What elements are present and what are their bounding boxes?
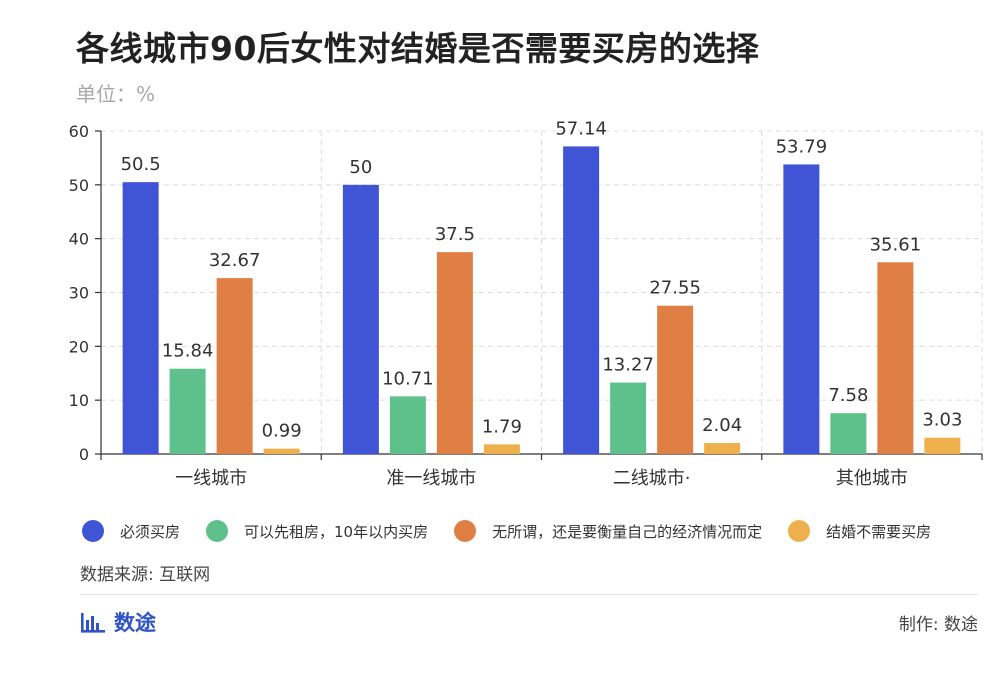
- bar: [389, 396, 426, 454]
- data-label: 57.14: [555, 118, 607, 139]
- legend-label: 必须买房: [120, 522, 181, 541]
- data-label: 53.79: [776, 136, 828, 157]
- bar: [436, 252, 473, 454]
- x-tick-label: 二线城市·: [613, 468, 691, 489]
- y-tick-label: 50: [69, 176, 89, 195]
- legend-marker-0: [82, 520, 104, 542]
- bar: [122, 182, 159, 454]
- bar-chart: 0 10 20 30 40 50 60 50.5 15.84 32.67 0.99 一线城市 50 10.…: [69, 118, 983, 489]
- data-label: 37.5: [435, 224, 475, 245]
- bar: [704, 443, 741, 454]
- bar: [216, 278, 253, 454]
- bar-chart-icon: [81, 613, 105, 633]
- y-tick-label: 60: [69, 122, 89, 141]
- legend-item[interactable]: 无所谓，还是要衡量自己的经济情况而定: [454, 520, 762, 542]
- data-label: 7.58: [828, 385, 868, 406]
- legend-marker-2: [454, 520, 477, 542]
- maker-credit: 制作: 数途: [898, 615, 978, 635]
- data-label: 0.99: [262, 421, 302, 442]
- data-label: 50.5: [121, 154, 161, 175]
- x-tick-label: 其他城市: [836, 468, 908, 489]
- bar: [263, 448, 300, 454]
- legend-label: 结婚不需要买房: [826, 522, 932, 541]
- data-label: 10.71: [382, 368, 434, 389]
- data-label: 50: [349, 157, 372, 178]
- legend-marker-3: [788, 520, 811, 542]
- data-label: 2.04: [702, 415, 742, 436]
- data-source: 数据来源: 互联网: [80, 565, 211, 585]
- bar: [610, 382, 647, 454]
- y-tick-label: 30: [69, 284, 89, 303]
- y-tick-label: 40: [69, 230, 89, 249]
- unit-label: 单位：%: [76, 82, 156, 106]
- y-tick-label: 10: [69, 391, 89, 410]
- legend: 必须买房 可以先租房，10年以内买房 无所谓，还是要衡量自己的经济情况而定 结婚…: [82, 520, 957, 542]
- legend-item[interactable]: 必须买房: [82, 520, 180, 542]
- bar: [657, 305, 694, 454]
- data-label: 15.84: [162, 341, 214, 362]
- data-label: 1.79: [482, 416, 522, 437]
- legend-item[interactable]: 结婚不需要买房: [788, 520, 931, 542]
- bar: [483, 444, 520, 454]
- bar: [169, 368, 206, 454]
- data-label: 35.61: [870, 234, 922, 255]
- bar: [924, 437, 961, 454]
- legend-item[interactable]: 可以先租房，10年以内买房: [206, 520, 428, 542]
- legend-label: 可以先租房，10年以内买房: [244, 522, 429, 541]
- data-label: 3.03: [922, 410, 962, 431]
- bar: [830, 413, 867, 454]
- data-label: 32.67: [209, 250, 261, 271]
- bar: [877, 262, 914, 454]
- x-tick-label: 准一线城市: [386, 468, 476, 489]
- legend-label: 无所谓，还是要衡量自己的经济情况而定: [492, 522, 763, 541]
- brand-logo: 数途: [80, 607, 156, 637]
- x-tick-label: 一线城市: [175, 468, 247, 489]
- legend-marker-1: [206, 520, 229, 542]
- bar: [563, 146, 600, 454]
- brand-name: 数途: [114, 611, 156, 635]
- data-label: 27.55: [649, 278, 701, 299]
- y-tick-label: 0: [79, 445, 89, 464]
- bar: [342, 184, 379, 455]
- divider: [80, 594, 978, 595]
- data-label: 13.27: [602, 355, 654, 376]
- y-tick-label: 20: [69, 337, 89, 356]
- bar: [783, 164, 820, 455]
- chart-title: 各线城市90后女性对结婚是否需要买房的选择: [76, 29, 760, 68]
